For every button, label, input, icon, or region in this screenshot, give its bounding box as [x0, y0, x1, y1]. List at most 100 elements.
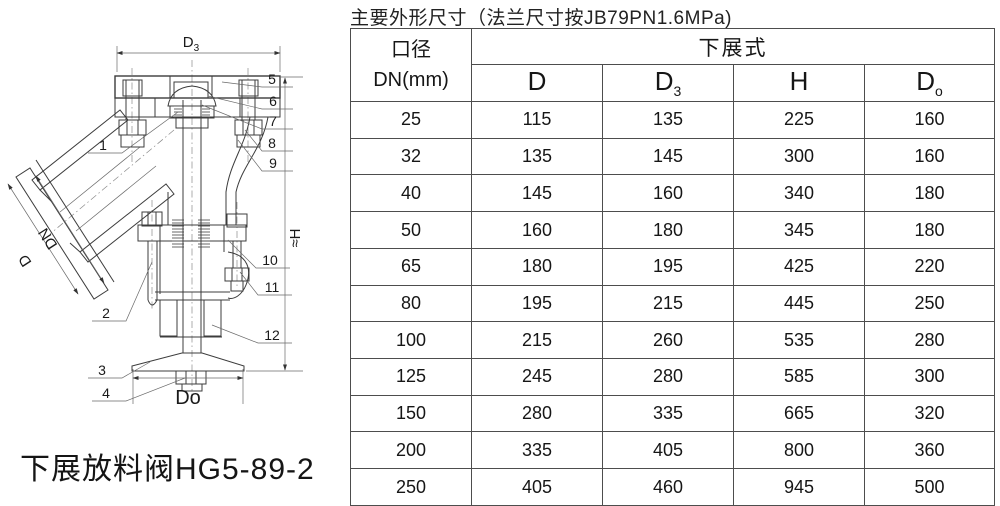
header-diameter-cn: 口径: [391, 39, 431, 61]
valve-stem: [182, 100, 202, 353]
part-number-4: 4: [102, 385, 110, 401]
header-diameter-dn: DN(mm): [373, 69, 449, 91]
table-row: 200 335 405 800 360: [350, 431, 995, 470]
cell-dn: 100: [350, 321, 472, 360]
cell-dn: 250: [350, 468, 472, 506]
cell-value: 945: [733, 468, 865, 506]
cell-value: 225: [733, 101, 865, 139]
cell-value: 195: [602, 247, 734, 286]
cell-value: 405: [602, 431, 734, 470]
bottom-disc: [131, 352, 245, 392]
table-row: 40 145 160 340 180: [350, 174, 995, 213]
cell-value: 320: [864, 394, 995, 433]
cell-value: 215: [602, 284, 734, 323]
cell-value: 335: [602, 394, 734, 433]
cell-dn: 40: [350, 174, 472, 213]
cell-value: 160: [602, 174, 734, 213]
cell-value: 135: [471, 137, 603, 176]
cell-value: 135: [602, 101, 734, 139]
valve-body: [137, 116, 269, 338]
part-number-8: 8: [268, 135, 276, 151]
cell-value: 180: [471, 247, 603, 286]
height-dimension: ≈H: [246, 76, 304, 372]
cell-value: 160: [864, 101, 995, 139]
cell-value: 160: [864, 137, 995, 176]
cell-value: 665: [733, 394, 865, 433]
cell-value: 280: [602, 358, 734, 396]
header-col-d: D: [471, 64, 603, 102]
cell-value: 220: [864, 247, 995, 286]
cell-value: 300: [864, 358, 995, 396]
table-row: 100 215 260 535 280: [350, 321, 995, 360]
cell-value: 145: [471, 174, 603, 213]
table-body: 25 115 135 225 160 32 135 145 300 160 40 145 160 340 1…: [350, 101, 995, 506]
part-number-9: 9: [269, 155, 277, 171]
cell-dn: 125: [350, 358, 472, 396]
part-leaders: [88, 81, 293, 402]
d-dim-label: D: [15, 251, 35, 269]
cell-value: 115: [471, 101, 603, 139]
cell-value: 535: [733, 321, 865, 360]
cell-value: 800: [733, 431, 865, 470]
cell-value: 335: [471, 431, 603, 470]
part-numbers: 1 2 3 4 5 6 7 8 9 10 11 12: [98, 71, 280, 401]
gland-bolts: [141, 211, 250, 306]
inlet-branch: [15, 109, 175, 300]
header-diameter: 口径 DN(mm): [350, 28, 472, 102]
bottom-dimension: Do: [132, 369, 244, 409]
top-dim-label: D3: [183, 34, 200, 54]
cell-value: 585: [733, 358, 865, 396]
part-number-6: 6: [269, 93, 277, 109]
cell-value: 340: [733, 174, 865, 213]
dn-dim-label: DN: [35, 225, 61, 252]
h-dim-label: ≈H: [287, 228, 304, 247]
cell-value: 250: [864, 284, 995, 323]
part-number-10: 10: [262, 252, 278, 268]
header-col-h: H: [733, 64, 865, 102]
cell-value: 360: [864, 431, 995, 470]
cell-value: 405: [471, 468, 603, 506]
cell-dn: 65: [350, 247, 472, 286]
table-row: 80 195 215 445 250: [350, 284, 995, 323]
dimension-table: 口径 DN(mm) 下展式 D D3 H Do 25 115 135 225 160 32…: [350, 28, 995, 506]
flange-bolts: [118, 79, 263, 148]
cell-value: 345: [733, 211, 865, 249]
header-col-d3: D3: [602, 64, 734, 102]
table-title: 主要外形尺寸（法兰尺寸按JB79PN1.6MPa): [350, 8, 733, 29]
cell-value: 425: [733, 247, 865, 286]
cell-value: 445: [733, 284, 865, 323]
part-number-5: 5: [268, 71, 276, 87]
part-number-7: 7: [269, 113, 277, 129]
cell-dn: 32: [350, 137, 472, 176]
cell-dn: 25: [350, 101, 472, 139]
top-dimension: D3: [116, 34, 281, 72]
cell-dn: 50: [350, 211, 472, 249]
cell-value: 180: [602, 211, 734, 249]
cell-value: 245: [471, 358, 603, 396]
cell-value: 180: [864, 174, 995, 213]
cell-value: 180: [864, 211, 995, 249]
cell-value: 300: [733, 137, 865, 176]
cell-value: 215: [471, 321, 603, 360]
do-dim-label: Do: [175, 387, 201, 409]
inlet-dimensions: DN D: [7, 175, 105, 295]
cell-value: 260: [602, 321, 734, 360]
part-number-12: 12: [264, 327, 280, 343]
cell-dn: 80: [350, 284, 472, 323]
header-col-do: Do: [864, 64, 995, 102]
table-row: 65 180 195 425 220: [350, 247, 995, 286]
drawing-caption: 下展放料阀HG5-89-2: [20, 453, 315, 486]
part-number-1: 1: [99, 137, 107, 153]
cell-value: 195: [471, 284, 603, 323]
table-row: 50 160 180 345 180: [350, 211, 995, 249]
table-row: 32 135 145 300 160: [350, 137, 995, 176]
cell-dn: 150: [350, 394, 472, 433]
cell-value: 280: [471, 394, 603, 433]
table-row: 150 280 335 665 320: [350, 394, 995, 433]
cell-value: 280: [864, 321, 995, 360]
valve-section-drawing: DN D: [7, 34, 304, 409]
part-number-3: 3: [98, 362, 106, 378]
cell-value: 500: [864, 468, 995, 506]
table-row: 250 405 460 945 500: [350, 468, 995, 506]
